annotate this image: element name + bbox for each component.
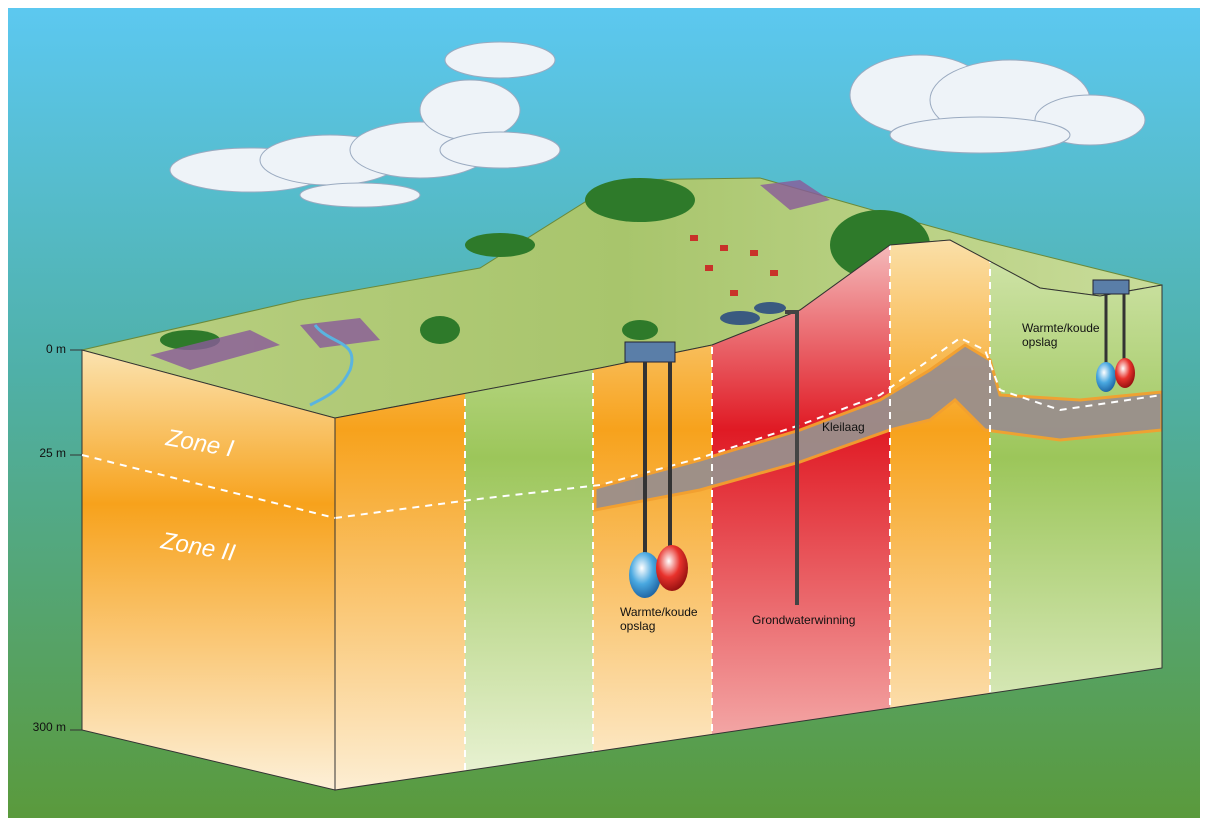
wko-label-line: opslag bbox=[620, 619, 655, 633]
extraction-label: Grondwaterwinning bbox=[752, 613, 855, 627]
cold-storage bbox=[629, 552, 661, 598]
right-face-outline bbox=[334, 239, 1163, 791]
depth-label: 300 m bbox=[33, 720, 66, 734]
reservoir bbox=[754, 302, 786, 314]
extraction-well bbox=[785, 310, 799, 605]
wko-label-line: opslag bbox=[1022, 335, 1057, 349]
depth-scale: 0 m 25 m 300 m bbox=[33, 342, 82, 734]
depth-label: 25 m bbox=[39, 446, 66, 460]
depth-label: 0 m bbox=[46, 342, 66, 356]
reservoir bbox=[720, 311, 760, 325]
fields bbox=[150, 180, 830, 370]
wko-label-line: Warmte/koude bbox=[620, 605, 698, 619]
clay-label: Kleilaag bbox=[822, 420, 865, 434]
clouds bbox=[169, 41, 1146, 208]
village bbox=[690, 235, 778, 296]
river bbox=[309, 324, 354, 407]
wko-front bbox=[624, 341, 688, 598]
wko-label: Warmte/koude opslag bbox=[1022, 321, 1103, 349]
building bbox=[624, 341, 676, 363]
wko-label-line: Warmte/koude bbox=[1022, 321, 1100, 335]
cold-storage bbox=[1096, 362, 1116, 392]
wko-label: Warmte/koude opslag bbox=[620, 605, 701, 633]
warm-storage bbox=[656, 545, 688, 591]
zone-boundary bbox=[81, 454, 336, 519]
warm-storage bbox=[1115, 358, 1135, 388]
clay-layer bbox=[593, 343, 1162, 512]
front-face bbox=[81, 349, 336, 791]
wko-back bbox=[1092, 279, 1135, 392]
building bbox=[1092, 279, 1130, 295]
